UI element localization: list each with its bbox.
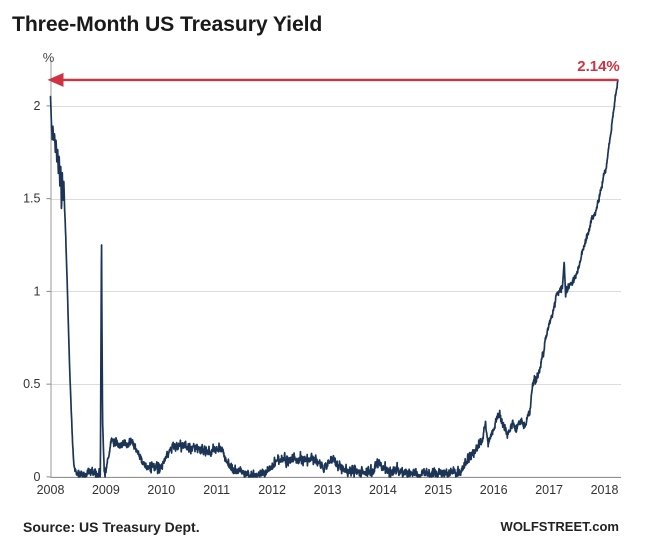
svg-text:2017: 2017	[535, 483, 563, 497]
svg-text:2015: 2015	[424, 483, 452, 497]
svg-text:2011: 2011	[203, 483, 230, 497]
svg-text:1: 1	[34, 284, 41, 298]
svg-text:%: %	[43, 50, 55, 65]
svg-text:2.14%: 2.14%	[577, 58, 620, 75]
svg-text:2009: 2009	[92, 483, 120, 497]
svg-text:2: 2	[34, 99, 41, 113]
svg-text:2014: 2014	[369, 483, 397, 497]
svg-text:2012: 2012	[258, 483, 286, 497]
svg-text:2018: 2018	[591, 483, 619, 497]
svg-text:2008: 2008	[37, 483, 65, 497]
svg-text:0: 0	[34, 470, 41, 484]
svg-text:1.5: 1.5	[23, 192, 40, 206]
svg-text:2016: 2016	[480, 483, 508, 497]
svg-text:2013: 2013	[314, 483, 342, 497]
svg-text:2010: 2010	[147, 483, 175, 497]
svg-text:0.5: 0.5	[23, 377, 40, 391]
